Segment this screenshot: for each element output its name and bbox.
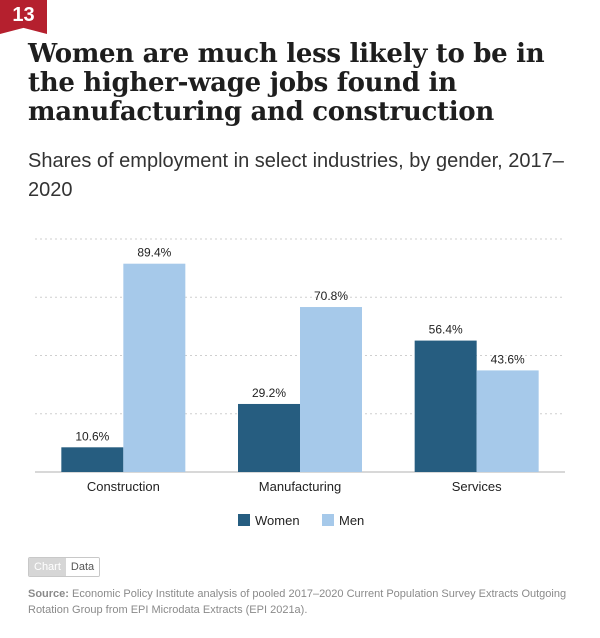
data-tab[interactable]: Data xyxy=(65,558,100,576)
data-label: 70.8% xyxy=(314,289,348,303)
data-label: 89.4% xyxy=(137,246,171,260)
category-label: Services xyxy=(452,479,502,494)
bar-men-manufacturing xyxy=(300,307,362,472)
data-label: 43.6% xyxy=(491,352,525,366)
category-label: Manufacturing xyxy=(259,479,341,494)
chart-data-toggle[interactable]: Chart Data xyxy=(28,557,101,577)
bar-women-manufacturing xyxy=(238,403,300,472)
source-label: Source: xyxy=(28,588,69,600)
chart-tab[interactable]: Chart xyxy=(29,558,66,576)
bars xyxy=(61,263,539,472)
legend-label-men: Men xyxy=(339,513,364,528)
category-label: Construction xyxy=(87,479,160,494)
legend-label-women: Women xyxy=(255,513,300,528)
legend: Women Men xyxy=(238,513,364,528)
bar-chart: 10.6% 89.4% 29.2% 70.8% 56.4% 43.6% Construct… xyxy=(35,238,565,528)
category-labels: Construction Manufacturing Services xyxy=(87,479,502,494)
data-label: 29.2% xyxy=(252,386,286,400)
bar-men-services xyxy=(476,370,539,472)
source-text: Economic Policy Institute analysis of po… xyxy=(28,588,567,616)
data-label: 10.6% xyxy=(75,429,109,443)
legend-swatch-men xyxy=(322,514,334,526)
chart-subtitle: Shares of employment in select industrie… xyxy=(28,150,564,201)
bar-women-services xyxy=(414,340,477,472)
chart-title: Women are much less likely to be in the … xyxy=(28,39,545,127)
data-labels: 10.6% 89.4% 29.2% 70.8% 56.4% 43.6% xyxy=(75,246,525,444)
bar-men-construction xyxy=(123,263,186,472)
data-label: 56.4% xyxy=(429,323,463,337)
source-note: Source: Economic Policy Institute analys… xyxy=(28,586,573,618)
legend-swatch-women xyxy=(238,514,250,526)
bar-women-construction xyxy=(61,447,124,472)
